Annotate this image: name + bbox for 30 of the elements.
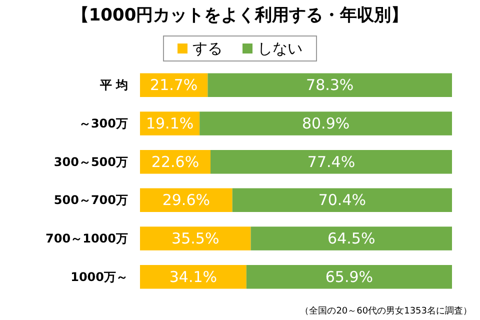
bar bbox=[246, 264, 452, 289]
bar bbox=[208, 73, 452, 98]
bar bbox=[200, 112, 452, 136]
data-label: 34.1% bbox=[169, 268, 218, 286]
y-tick-label: 500～700万 bbox=[54, 193, 128, 208]
bar bbox=[210, 150, 452, 174]
bar bbox=[140, 226, 251, 250]
y-tick-label: 平 均 bbox=[98, 78, 128, 92]
data-label: 19.1% bbox=[146, 114, 194, 132]
data-label: 80.9% bbox=[302, 114, 350, 132]
data-label: 65.9% bbox=[325, 268, 374, 286]
data-label: 29.6% bbox=[162, 191, 210, 210]
data-label: 70.4% bbox=[318, 191, 366, 210]
data-label: 64.5% bbox=[328, 230, 376, 248]
y-tick-label: 1000万～ bbox=[70, 270, 128, 284]
bar bbox=[232, 188, 452, 212]
data-label: 77.4% bbox=[307, 152, 356, 171]
y-tick-label: ～300万 bbox=[78, 116, 128, 130]
y-tick-label: 700～1000万 bbox=[46, 232, 128, 246]
data-label: 78.3% bbox=[306, 76, 354, 94]
legend-label: しない bbox=[258, 40, 302, 58]
bar bbox=[140, 264, 246, 289]
bar bbox=[250, 226, 452, 250]
y-tick-label: 300～500万 bbox=[54, 154, 128, 169]
data-label: 22.6% bbox=[151, 152, 200, 171]
data-label: 21.7% bbox=[150, 76, 198, 94]
data-label: 35.5% bbox=[172, 230, 220, 248]
chart-title: 【1000円カットをよく利用する・年収別】 bbox=[72, 6, 408, 26]
legend-label: する bbox=[192, 40, 222, 58]
text: （全国の20～60代の男女1353名に調査） bbox=[300, 306, 472, 316]
